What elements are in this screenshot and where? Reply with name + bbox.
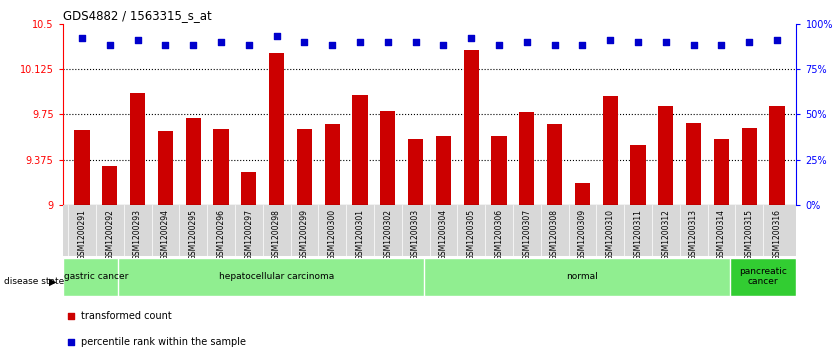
FancyBboxPatch shape	[730, 258, 796, 296]
Point	[503, 137, 516, 143]
Text: GSM1200299: GSM1200299	[300, 209, 309, 260]
FancyBboxPatch shape	[63, 258, 129, 296]
Text: GSM1200303: GSM1200303	[411, 209, 420, 260]
Bar	[714, 139, 729, 205]
Bar	[352, 95, 368, 205]
Bar	[741, 128, 757, 205]
Bar	[408, 139, 423, 205]
Text: GSM1200297: GSM1200297	[244, 209, 254, 260]
Text: GSM1200307: GSM1200307	[522, 209, 531, 260]
FancyBboxPatch shape	[424, 258, 741, 296]
Point	[548, 42, 561, 48]
Bar	[686, 123, 701, 205]
Point	[631, 39, 645, 45]
Bar	[464, 50, 479, 205]
Point	[520, 39, 534, 45]
Text: GSM1200291: GSM1200291	[78, 209, 87, 260]
Bar	[241, 172, 256, 205]
Text: hepatocellular carcinoma: hepatocellular carcinoma	[219, 272, 334, 281]
Bar	[102, 166, 118, 205]
Bar	[297, 129, 312, 205]
Bar	[74, 130, 90, 205]
Bar	[269, 53, 284, 205]
Text: GSM1200312: GSM1200312	[661, 209, 671, 260]
Text: GSM1200292: GSM1200292	[105, 209, 114, 260]
Point	[465, 35, 478, 41]
Text: normal: normal	[566, 272, 598, 281]
Text: pancreatic
cancer: pancreatic cancer	[739, 267, 787, 286]
Point	[409, 39, 422, 45]
Text: GSM1200296: GSM1200296	[217, 209, 225, 260]
Text: disease state: disease state	[4, 277, 64, 286]
Text: GSM1200304: GSM1200304	[439, 209, 448, 260]
Text: GSM1200298: GSM1200298	[272, 209, 281, 260]
FancyBboxPatch shape	[118, 258, 435, 296]
Bar	[435, 136, 451, 205]
Point	[131, 37, 144, 43]
Point	[659, 39, 672, 45]
Text: GSM1200293: GSM1200293	[133, 209, 142, 260]
Bar	[575, 183, 590, 205]
Bar	[158, 131, 173, 205]
Point	[492, 42, 505, 48]
Text: GSM1200305: GSM1200305	[467, 209, 475, 260]
Bar	[214, 129, 229, 205]
Bar	[658, 106, 674, 205]
Point	[742, 39, 756, 45]
Bar	[547, 124, 562, 205]
Bar	[185, 118, 201, 205]
Point	[437, 42, 450, 48]
Bar	[380, 111, 395, 205]
Point	[715, 42, 728, 48]
Text: GSM1200310: GSM1200310	[605, 209, 615, 260]
Text: GSM1200301: GSM1200301	[355, 209, 364, 260]
Text: GSM1200315: GSM1200315	[745, 209, 754, 260]
Point	[575, 42, 589, 48]
Text: GSM1200294: GSM1200294	[161, 209, 170, 260]
Text: GSM1200300: GSM1200300	[328, 209, 337, 260]
Text: GSM1200313: GSM1200313	[689, 209, 698, 260]
Point	[158, 42, 172, 48]
Point	[687, 42, 701, 48]
Text: percentile rank within the sample: percentile rank within the sample	[81, 337, 246, 347]
Bar	[769, 106, 785, 205]
Text: GSM1200302: GSM1200302	[384, 209, 392, 260]
Text: GSM1200311: GSM1200311	[634, 209, 642, 260]
Text: ▶: ▶	[49, 276, 57, 286]
Point	[75, 35, 88, 41]
Text: GSM1200309: GSM1200309	[578, 209, 587, 260]
Bar	[519, 112, 535, 205]
Point	[298, 39, 311, 45]
Text: gastric cancer: gastric cancer	[63, 272, 128, 281]
Text: GDS4882 / 1563315_s_at: GDS4882 / 1563315_s_at	[63, 9, 211, 23]
Point	[242, 42, 255, 48]
Bar	[324, 124, 340, 205]
Text: GSM1200306: GSM1200306	[495, 209, 504, 260]
Bar	[602, 96, 618, 205]
Text: GSM1200308: GSM1200308	[550, 209, 559, 260]
Text: GSM1200314: GSM1200314	[717, 209, 726, 260]
Text: GSM1200316: GSM1200316	[772, 209, 781, 260]
Bar	[631, 144, 646, 205]
Point	[187, 42, 200, 48]
Text: GSM1200295: GSM1200295	[188, 209, 198, 260]
Point	[354, 39, 367, 45]
Bar	[130, 93, 145, 205]
Point	[604, 37, 617, 43]
Text: transformed count: transformed count	[81, 311, 172, 321]
Point	[214, 39, 228, 45]
Point	[325, 42, 339, 48]
Point	[771, 37, 784, 43]
Bar	[491, 136, 507, 205]
Point	[270, 33, 284, 39]
Point	[381, 39, 394, 45]
Point	[103, 42, 117, 48]
